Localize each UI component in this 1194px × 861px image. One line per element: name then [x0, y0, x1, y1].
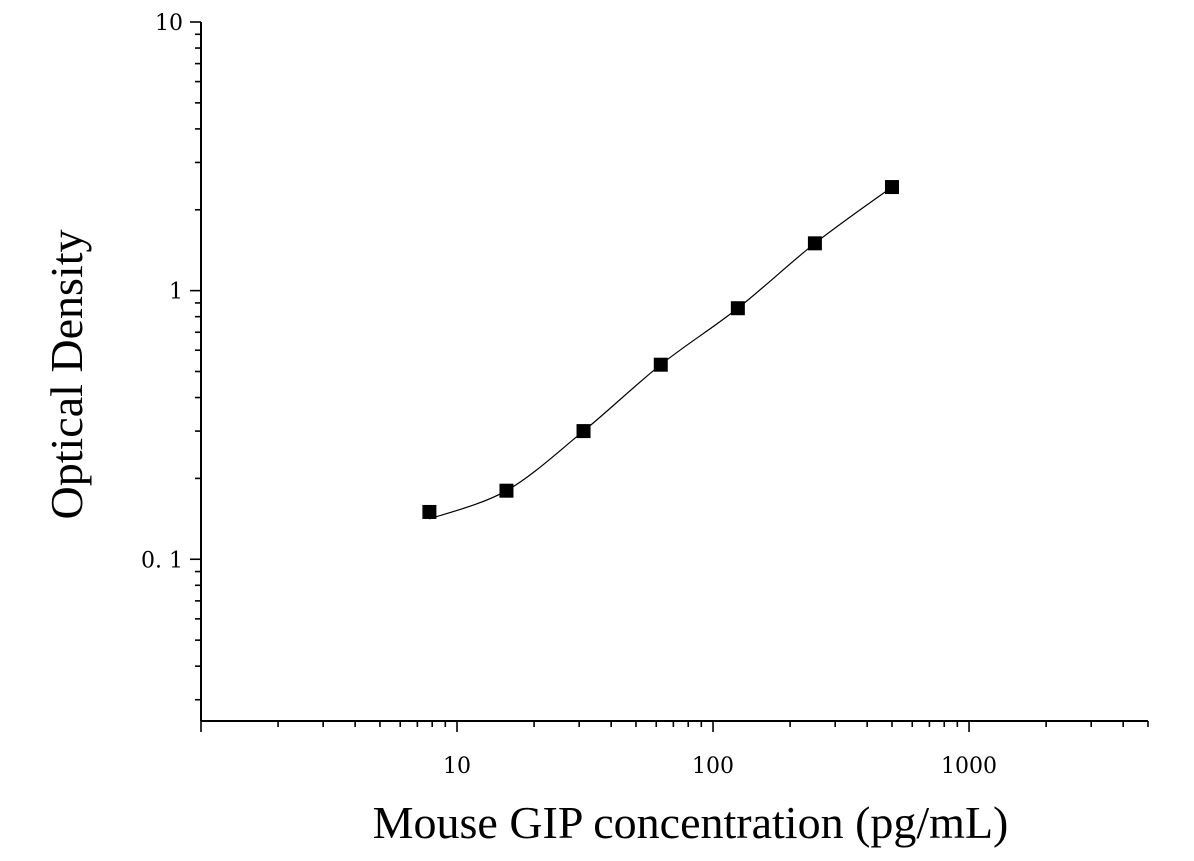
data-points: [422, 180, 899, 519]
data-point-marker: [499, 483, 514, 498]
y-axis-title: Optical Density: [41, 230, 92, 520]
x-axis-title: Mouse GIP concentration (pg/mL): [373, 797, 1009, 848]
y-tick-label: 1: [169, 280, 183, 305]
y-tick-label: 10: [155, 11, 183, 36]
x-tick-label: 100: [692, 754, 734, 779]
y-axis-ticks: 0. 1 1 10: [141, 11, 201, 701]
data-point-marker: [576, 424, 591, 439]
x-axis-ticks: 10 100 1000: [200, 721, 1149, 779]
data-point-marker: [884, 180, 899, 195]
data-point-marker: [807, 236, 822, 251]
fit-curve-line: [429, 186, 893, 520]
data-point-marker: [653, 357, 668, 372]
data-point-marker: [422, 504, 437, 519]
data-point-marker: [730, 301, 745, 316]
y-tick-label: 0. 1: [141, 548, 183, 573]
x-tick-label: 1000: [941, 754, 997, 779]
x-tick-label: 10: [443, 754, 471, 779]
